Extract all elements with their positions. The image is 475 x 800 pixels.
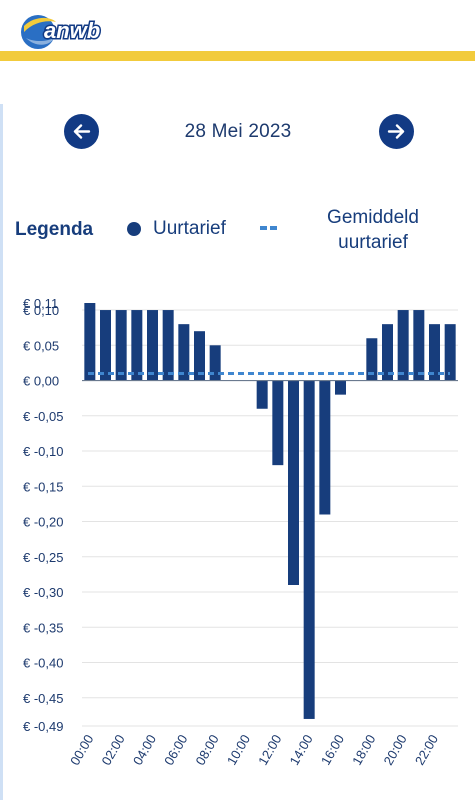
- bar-15:00: [319, 380, 331, 515]
- y-max-label: € 0,11: [23, 296, 58, 311]
- x-tick-label: 12:00: [255, 732, 284, 768]
- y-tick-label: € 0,05: [23, 338, 59, 353]
- bar-16:00: [335, 380, 346, 395]
- average-rate-legend-label: Gemiddeld uurtarief: [327, 207, 419, 253]
- logo-text: anwb: [44, 18, 100, 43]
- y-tick-label: € -0,30: [23, 585, 63, 600]
- x-tick-label: 00:00: [67, 732, 96, 768]
- bar-00:00: [84, 303, 96, 381]
- bar-23:00: [444, 324, 456, 381]
- y-tick-label: € -0,35: [23, 620, 63, 635]
- y-tick-label: € -0,05: [23, 409, 63, 424]
- x-tick-label: 20:00: [381, 732, 410, 768]
- bar-13:00: [288, 380, 299, 585]
- tariff-bar-chart: € 0,10 € 0,05 € 0,00 € -0,05 € -0,10 € -0,15 €…: [23, 296, 458, 768]
- legend-title: Legenda: [15, 219, 94, 240]
- bar-04:00: [147, 310, 158, 381]
- y-tick-label: € -0,20: [23, 515, 63, 530]
- x-tick-label: 22:00: [412, 732, 441, 768]
- x-tick-label: 14:00: [287, 732, 316, 768]
- selected-date: 28 Mei 2023: [184, 121, 292, 142]
- bar-11:00: [256, 380, 268, 409]
- bar-06:00: [178, 324, 190, 381]
- bar-21:00: [413, 310, 425, 381]
- previous-day-button[interactable]: [64, 114, 99, 149]
- y-tick-label: € 0,00: [23, 374, 59, 389]
- bar-22:00: [429, 324, 440, 381]
- anwb-logo[interactable]: anwb: [16, 8, 108, 52]
- bar-14:00: [303, 380, 315, 719]
- bar-02:00: [115, 310, 127, 381]
- y-min-label: € -0,49: [23, 719, 63, 734]
- x-tick-label: 02:00: [99, 732, 128, 768]
- x-tick-label: 08:00: [193, 732, 222, 768]
- y-tick-label: € -0,10: [23, 444, 63, 459]
- hourly-rate-legend-marker: [127, 222, 141, 236]
- y-tick-label: € -0,15: [23, 479, 63, 494]
- hourly-rate-legend-label: Uurtarief: [153, 218, 226, 239]
- average-rate-legend-marker: [260, 226, 277, 230]
- x-tick-label: 04:00: [130, 732, 159, 768]
- next-day-button[interactable]: [379, 114, 414, 149]
- y-tick-label: € 0,10: [23, 303, 59, 318]
- x-tick-label: 16:00: [318, 732, 347, 768]
- tariff-panel: [0, 104, 475, 800]
- bar-01:00: [100, 310, 111, 381]
- arrow-left-icon: [73, 124, 91, 139]
- y-tick-label: € -0,25: [23, 550, 63, 565]
- bar-18:00: [366, 338, 378, 381]
- bar-20:00: [397, 310, 409, 381]
- x-tick-label: 06:00: [161, 732, 190, 768]
- bar-03:00: [131, 310, 143, 381]
- bar-07:00: [194, 331, 205, 381]
- bar-08:00: [209, 345, 221, 381]
- arrow-right-icon: [387, 124, 405, 139]
- y-tick-label: € -0,40: [23, 656, 63, 671]
- x-tick-label: 10:00: [224, 732, 253, 768]
- bar-05:00: [162, 310, 174, 381]
- brand-stripe: [0, 51, 475, 61]
- header-bar: anwb: [0, 0, 475, 51]
- bar-12:00: [272, 380, 284, 466]
- x-tick-label: 18:00: [349, 732, 378, 768]
- bar-19:00: [382, 324, 393, 381]
- y-tick-label: € -0,45: [23, 691, 63, 706]
